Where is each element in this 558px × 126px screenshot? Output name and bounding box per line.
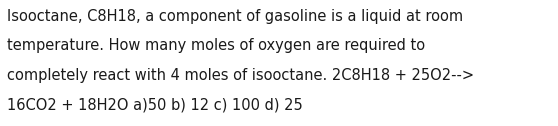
Text: completely react with 4 moles of isooctane. 2C8H18 + 25O2-->: completely react with 4 moles of isoocta… bbox=[7, 68, 474, 83]
Text: Isooctane, C8H18, a component of gasoline is a liquid at room: Isooctane, C8H18, a component of gasolin… bbox=[7, 9, 463, 24]
Text: 16CO2 + 18H2O a)50 b) 12 c) 100 d) 25: 16CO2 + 18H2O a)50 b) 12 c) 100 d) 25 bbox=[7, 98, 302, 113]
Text: temperature. How many moles of oxygen are required to: temperature. How many moles of oxygen ar… bbox=[7, 38, 425, 53]
